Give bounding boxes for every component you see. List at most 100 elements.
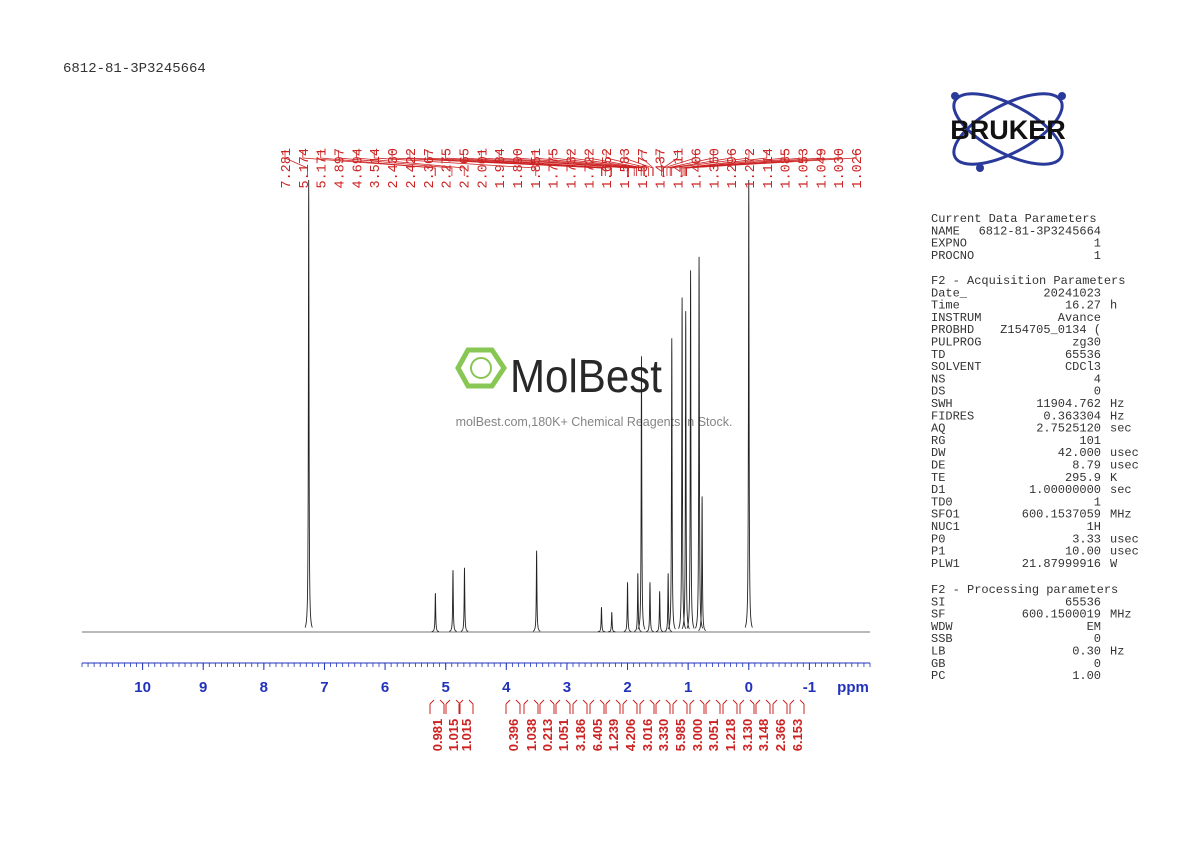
- param-value: 8.79: [1072, 459, 1101, 473]
- integral-bracket: [555, 699, 571, 714]
- integral-label: 0.213: [540, 719, 555, 752]
- watermark-tagline: molBest.com,180K+ Chemical Reagents In S…: [456, 415, 733, 429]
- peak-label: 1.296: [726, 148, 741, 189]
- param-value: 295.9: [1065, 471, 1101, 485]
- x-axis-unit: ppm: [837, 679, 869, 696]
- param-name: TD0: [931, 495, 953, 509]
- logo-text: BRUKER: [950, 115, 1066, 145]
- integral-bracket: [589, 699, 605, 714]
- param-name: PROBHD: [931, 323, 974, 337]
- integral-bracket: [705, 699, 721, 714]
- peak-leader: [498, 150, 629, 176]
- peak-leader: [445, 150, 612, 176]
- peak-leader: [338, 150, 453, 176]
- peak-label: 1.406: [690, 148, 705, 189]
- integral-bracket: [722, 699, 738, 714]
- param-value: 11904.762: [1036, 397, 1101, 411]
- peak-leader: [409, 150, 603, 176]
- param-value: 42.000: [1058, 446, 1101, 460]
- peak-leader: [427, 150, 606, 176]
- param-value: 65536: [1065, 348, 1101, 362]
- peak-label: 2.265: [458, 148, 473, 189]
- param-name: SFO1: [931, 508, 960, 522]
- param-section-title: F2 - Acquisition Parameters: [931, 274, 1125, 288]
- peak-label: 2.001: [476, 148, 491, 189]
- peak-label: 2.422: [405, 148, 420, 189]
- param-value: 16.27: [1065, 299, 1101, 313]
- param-value: Avance: [1058, 311, 1101, 325]
- peak-label: 1.851: [530, 148, 545, 189]
- integral-bracket: [458, 699, 474, 714]
- param-name: WDW: [931, 620, 953, 634]
- integral-label: 5.985: [673, 719, 688, 752]
- peak-label: 1.732: [566, 148, 581, 189]
- param-value: 0.363304: [1043, 409, 1101, 423]
- integral-label: 3.051: [706, 719, 721, 752]
- integral-label: 3.016: [640, 719, 655, 752]
- integral-label: 2.366: [773, 719, 788, 752]
- param-value: 10.00: [1065, 545, 1101, 559]
- param-section-title: Current Data Parameters: [931, 212, 1097, 226]
- peak-label: 1.583: [619, 148, 634, 189]
- param-value: 1.00000000: [1029, 483, 1101, 497]
- integral-bracket: [505, 699, 521, 714]
- peak-leader: [680, 150, 768, 176]
- logo-orbit: [952, 92, 1064, 166]
- integral-label: 3.130: [740, 719, 755, 752]
- param-value: CDCl3: [1065, 360, 1101, 374]
- x-tick-label: 0: [745, 679, 753, 696]
- peak: [431, 593, 440, 633]
- peak-label: 1.577: [637, 148, 652, 189]
- peak-label: 7.281: [280, 148, 295, 189]
- x-tick-label: 6: [381, 679, 389, 696]
- param-value: 4: [1094, 372, 1101, 386]
- param-value: EM: [1087, 620, 1101, 634]
- peak-label: 1.652: [601, 148, 616, 189]
- logo-dot: [951, 92, 959, 100]
- param-value: zg30: [1072, 336, 1101, 350]
- param-value: 65536: [1065, 595, 1101, 609]
- peak-leader: [534, 150, 637, 176]
- watermark-brand: MolBest: [510, 350, 662, 402]
- integral-label: 4.206: [623, 719, 638, 752]
- param-value: 1.00: [1072, 669, 1101, 683]
- peak-label: 1.437: [655, 148, 670, 189]
- x-tick-label: 8: [260, 679, 268, 696]
- param-name: NUC1: [931, 520, 960, 534]
- peak-label: 1.085: [780, 148, 795, 189]
- integral-label: 0.396: [506, 719, 521, 752]
- integral-bracket: [429, 699, 445, 714]
- param-name: Time: [931, 299, 960, 313]
- param-name: RG: [931, 434, 945, 448]
- integral-label: 3.330: [656, 719, 671, 752]
- param-name: NAME: [931, 224, 960, 238]
- peak-leader: [641, 150, 654, 176]
- param-unit: usec: [1110, 459, 1139, 473]
- param-name: LB: [931, 645, 945, 659]
- param-name: GB: [931, 657, 945, 671]
- x-tick-label: 1: [684, 679, 692, 696]
- param-name: AQ: [931, 422, 945, 436]
- param-value: 3.33: [1072, 532, 1101, 546]
- peak-label: 4.897: [334, 148, 349, 189]
- peak-leader: [682, 150, 786, 176]
- peak-label: 1.030: [833, 148, 848, 189]
- peak-label: 1.722: [583, 148, 598, 189]
- integral-bracket: [605, 699, 621, 714]
- param-value: 2.7525120: [1036, 422, 1101, 436]
- param-unit: usec: [1110, 545, 1139, 559]
- peak-label: 1.350: [708, 148, 723, 189]
- peak: [744, 179, 753, 628]
- peak-leader: [391, 150, 602, 176]
- x-tick-label: -1: [803, 679, 816, 696]
- param-name: DE: [931, 459, 945, 473]
- param-name: PULPROG: [931, 336, 981, 350]
- peak-label: 2.367: [423, 148, 438, 189]
- param-value: 1: [1094, 495, 1101, 509]
- param-unit: sec: [1110, 483, 1132, 497]
- peak-label: 2.430: [387, 148, 402, 189]
- param-value: 6812-81-3P3245664: [979, 224, 1101, 238]
- peak: [637, 356, 646, 630]
- param-section-title: F2 - Processing parameters: [931, 583, 1118, 597]
